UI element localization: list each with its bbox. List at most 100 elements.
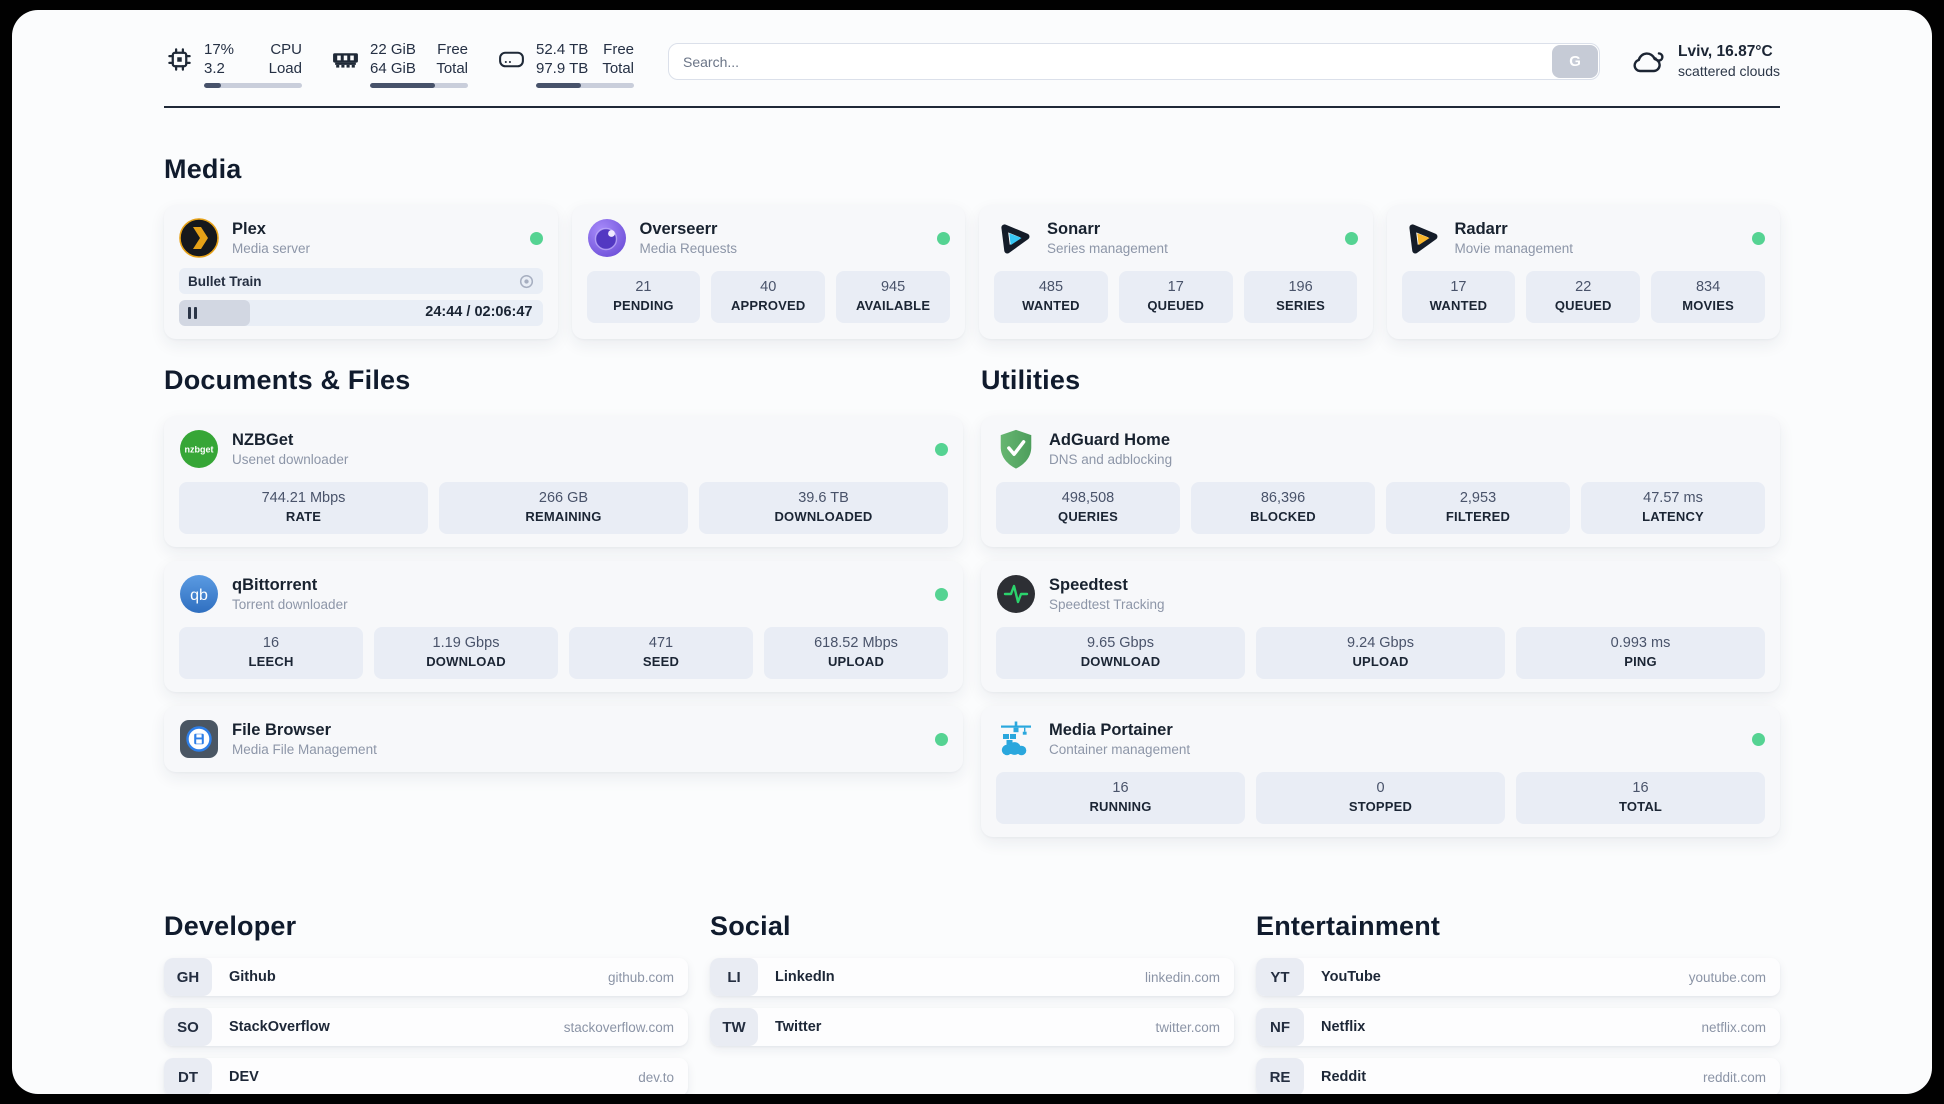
utilities-column: Utilities Ad: [981, 365, 1780, 851]
service-subtitle: Media server: [232, 240, 311, 256]
dashboard: 17% CPU 3.2 Load: [12, 10, 1932, 1094]
sonarr-icon: [994, 218, 1034, 258]
disk-icon: [496, 40, 526, 78]
service-subtitle: Speedtest Tracking: [1049, 596, 1165, 612]
ram-icon: [330, 40, 360, 78]
service-name: File Browser: [232, 720, 332, 739]
section-title-social: Social: [710, 911, 791, 941]
service-card-overseerr[interactable]: Overseerr Media Requests 21 PENDING 40 A…: [571, 205, 965, 339]
stat-filtered: 2,953 FILTERED: [1386, 482, 1570, 534]
service-card-portainer[interactable]: Media Portainer Container management 16 …: [981, 706, 1780, 837]
status-dot: [935, 587, 948, 601]
link-linkedin[interactable]: LI LinkedIn linkedin.com: [710, 958, 1234, 996]
overseerr-icon: [587, 218, 627, 258]
speedtest-icon: [996, 574, 1036, 614]
service-subtitle: Series management: [1047, 240, 1168, 256]
service-card-adguard[interactable]: AdGuard Home DNS and adblocking 498,508 …: [981, 416, 1780, 547]
link-reddit[interactable]: RE Reddit reddit.com: [1256, 1058, 1780, 1094]
stat-seed: 471 SEED: [569, 627, 753, 679]
link-twitter[interactable]: TW Twitter twitter.com: [710, 1008, 1234, 1046]
media-grid: Plex Media server Bullet Train: [164, 205, 1780, 339]
service-card-speedtest[interactable]: Speedtest Speedtest Tracking 9.65 Gbps D…: [981, 561, 1780, 692]
stat-queued: 22 QUEUED: [1526, 271, 1641, 323]
github-icon: GH: [164, 958, 212, 996]
service-subtitle: DNS and adblocking: [1049, 451, 1173, 467]
search-input[interactable]: [668, 43, 1601, 80]
service-card-qbittorrent[interactable]: qb qBittorrent Torrent downloader: [164, 561, 963, 692]
service-subtitle: Usenet downloader: [232, 451, 349, 467]
stat-series: 196 SERIES: [1243, 271, 1358, 323]
cpu-label-2: Load: [268, 60, 302, 77]
service-card-filebrowser[interactable]: File Browser Media File Management: [164, 706, 963, 772]
section-title-documents: Documents & Files: [164, 365, 411, 395]
service-name: Radarr: [1454, 219, 1508, 238]
entertainment-section: Entertainment YT YouTube youtube.com NF …: [1256, 911, 1780, 1094]
status-dot: [1752, 732, 1765, 746]
status-dot: [935, 732, 948, 746]
stat-rate: 744.21 Mbps RATE: [179, 482, 428, 534]
svg-text:nzbget: nzbget: [185, 445, 214, 455]
stat-pending: 21 PENDING: [586, 271, 701, 323]
disk-stat: 52.4 TB Free 97.9 TB Total: [496, 40, 634, 88]
service-name: Overseerr: [639, 219, 718, 238]
plex-now-playing: Bullet Train 24:44 / 02:06:47: [179, 268, 543, 326]
header: 17% CPU 3.2 Load: [164, 10, 1780, 88]
playback-time: 24:44 / 02:06:47: [425, 304, 533, 320]
ram-progressbar: [370, 83, 468, 88]
cpu-label-1: CPU: [270, 41, 302, 58]
pause-icon[interactable]: [188, 307, 197, 319]
status-dot: [937, 231, 950, 245]
stat-total: 16 TOTAL: [1516, 772, 1765, 824]
stat-wanted: 485 WANTED: [994, 271, 1108, 323]
status-dot: [935, 442, 948, 456]
ram-stat: 22 GiB Free 64 GiB Total: [330, 40, 468, 88]
service-subtitle: Torrent downloader: [232, 596, 348, 612]
stat-latency: 47.57 ms LATENCY: [1581, 482, 1765, 534]
stat-upload: 618.52 Mbps UPLOAD: [764, 627, 948, 679]
stat-download: 1.19 Gbps DOWNLOAD: [374, 627, 558, 679]
link-netflix[interactable]: NF Netflix netflix.com: [1256, 1008, 1780, 1046]
netflix-icon: NF: [1256, 1008, 1304, 1046]
cloud-icon: [1630, 47, 1666, 77]
link-dev[interactable]: DT DEV dev.to: [164, 1058, 688, 1094]
stat-queries: 498,508 QUERIES: [996, 482, 1180, 534]
ram-total-value: 64 GiB: [370, 60, 416, 77]
linkedin-icon: LI: [710, 958, 758, 996]
disk-free-value: 52.4 TB: [536, 41, 589, 58]
section-title-media: Media: [164, 154, 242, 184]
search-engine-button[interactable]: G: [1552, 45, 1599, 78]
service-name: Sonarr: [1047, 219, 1101, 238]
service-name: AdGuard Home: [1049, 430, 1171, 449]
adguard-icon: [996, 429, 1036, 469]
cpu-progressbar: [204, 83, 302, 88]
weather-condition: scattered clouds: [1678, 63, 1780, 79]
social-section: Social LI LinkedIn linkedin.com TW Twitt…: [710, 911, 1234, 1094]
weather-widget: Lviv, 16.87°C scattered clouds: [1630, 42, 1780, 81]
filebrowser-icon: [179, 719, 219, 759]
cpu-stat: 17% CPU 3.2 Load: [164, 40, 302, 88]
link-youtube[interactable]: YT YouTube youtube.com: [1256, 958, 1780, 996]
ram-label-2: Total: [436, 60, 468, 77]
service-card-plex[interactable]: Plex Media server Bullet Train: [164, 205, 558, 339]
section-title-developer: Developer: [164, 911, 297, 941]
stat-ping: 0.993 ms PING: [1516, 627, 1765, 679]
link-github[interactable]: GH Github github.com: [164, 958, 688, 996]
service-card-radarr[interactable]: Radarr Movie management 17 WANTED 22 QUE…: [1386, 205, 1780, 339]
stat-queued: 17 QUEUED: [1118, 271, 1233, 323]
radarr-icon: [1402, 218, 1442, 258]
stat-available: 945 AVAILABLE: [836, 271, 950, 323]
nzbget-icon: nzbget: [179, 429, 219, 469]
service-card-sonarr[interactable]: Sonarr Series management 485 WANTED 17 Q…: [979, 205, 1373, 339]
disk-total-value: 97.9 TB: [536, 60, 589, 77]
stat-download: 9.65 Gbps DOWNLOAD: [996, 627, 1245, 679]
service-name: qBittorrent: [232, 575, 318, 594]
link-stackoverflow[interactable]: SO StackOverflow stackoverflow.com: [164, 1008, 688, 1046]
reddit-icon: RE: [1256, 1058, 1304, 1094]
dev-icon: DT: [164, 1058, 212, 1094]
service-card-nzbget[interactable]: nzbget NZBGet Usenet downloader 74: [164, 416, 963, 547]
cpu-load-value: 3.2: [204, 60, 225, 77]
status-dot: [1752, 231, 1765, 245]
playback-progressbar[interactable]: 24:44 / 02:06:47: [179, 300, 543, 326]
qbittorrent-icon: qb: [179, 574, 219, 614]
service-name: Plex: [232, 219, 266, 238]
